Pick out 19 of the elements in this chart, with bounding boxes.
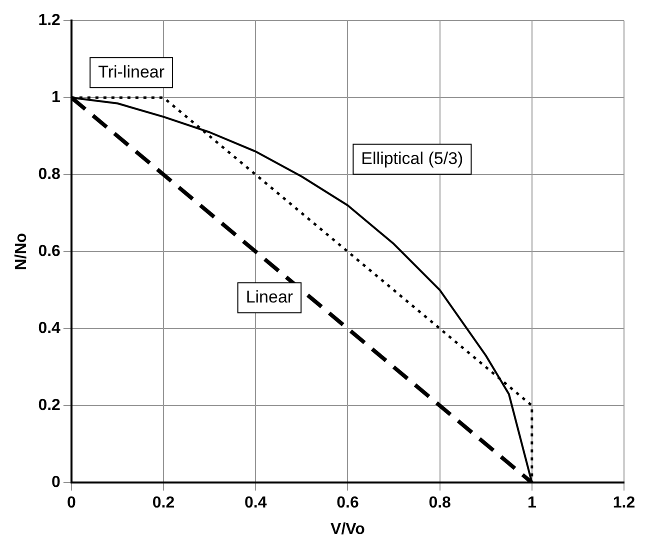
text: Elliptical (5/3) [361,148,464,168]
y-tick-label: 0.4 [38,320,61,338]
y-tick-label: 0 [52,474,61,492]
x-tick-label: 0 [66,494,76,512]
x-tick-label: 0.8 [428,494,452,512]
series-label: Linear [246,287,294,306]
x-tick-label: 1.2 [612,494,636,512]
x-tick-label: 0.4 [244,494,267,512]
y-axis-title: N/No [13,232,30,270]
series-label: Tri-linear [98,62,165,82]
x-tick-label: 0.2 [152,494,175,512]
y-tick-label: 1 [52,89,61,106]
y-tick-label: 0.8 [38,166,61,184]
x-axis-title: V/Vo [330,520,366,538]
y-tick-label: 1.2 [38,12,61,30]
y-tick-label: 0.6 [38,243,61,260]
x-tick-label: 1 [527,494,536,512]
y-tick-label: 0.2 [38,397,61,414]
x-tick-label: 0.6 [336,494,359,512]
